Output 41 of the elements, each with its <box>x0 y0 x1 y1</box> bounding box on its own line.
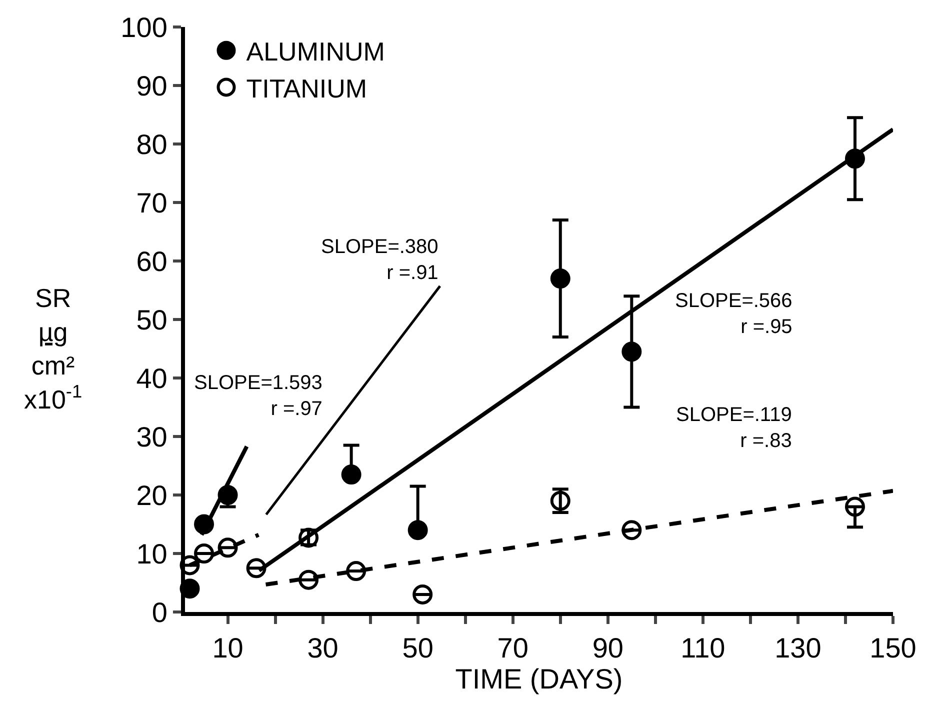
point <box>218 538 238 558</box>
x-tick-label: 30 <box>307 632 338 664</box>
y-tick-label: 40 <box>136 362 168 394</box>
point <box>845 496 865 517</box>
point <box>622 342 642 362</box>
annotation: SLOPE=.380 r =.91 <box>321 236 438 284</box>
y-tick-label: 90 <box>136 70 168 102</box>
y-tick-label: 10 <box>136 538 168 570</box>
point <box>622 520 642 540</box>
x-tick-label: 70 <box>497 632 528 664</box>
x-tick-label: 130 <box>774 632 822 664</box>
point <box>408 520 428 540</box>
annotation: SLOPE=1.593 r =.97 <box>194 372 322 420</box>
point <box>194 544 214 564</box>
x-tick-label: 110 <box>680 632 726 664</box>
x-tick-label: 10 <box>212 632 244 664</box>
y-axis-title: SR µg cm² x10$^{-1}$ <box>24 283 82 414</box>
y-tick-label: 20 <box>136 480 168 511</box>
x-axis-title: TIME (DAYS) <box>455 664 623 695</box>
legend-label: ALUMINUM <box>246 36 385 67</box>
point <box>550 490 570 511</box>
y-tick-label: 0 <box>152 596 168 628</box>
y-tick-label: 60 <box>136 246 168 277</box>
point <box>346 561 366 582</box>
point <box>412 584 433 604</box>
x-tick-label: 150 <box>870 632 916 664</box>
point <box>298 570 319 590</box>
y-tick-label: 80 <box>136 128 168 160</box>
legend-label: TITANIUM <box>246 73 368 104</box>
point <box>550 268 570 289</box>
point <box>246 558 266 578</box>
point <box>341 464 362 485</box>
annotation: SLOPE=.566 r =.95 <box>675 290 792 338</box>
point <box>180 555 200 576</box>
x-tick-label: 90 <box>592 632 624 664</box>
y-tick-label: 70 <box>136 187 168 218</box>
y-tick-label: 100 <box>120 12 168 43</box>
y-tick-label: 30 <box>136 421 168 452</box>
x-tick-label: 50 <box>402 632 434 664</box>
y-tick-label: 50 <box>136 304 168 336</box>
annotation: SLOPE=.119 r =.83 <box>676 404 792 452</box>
